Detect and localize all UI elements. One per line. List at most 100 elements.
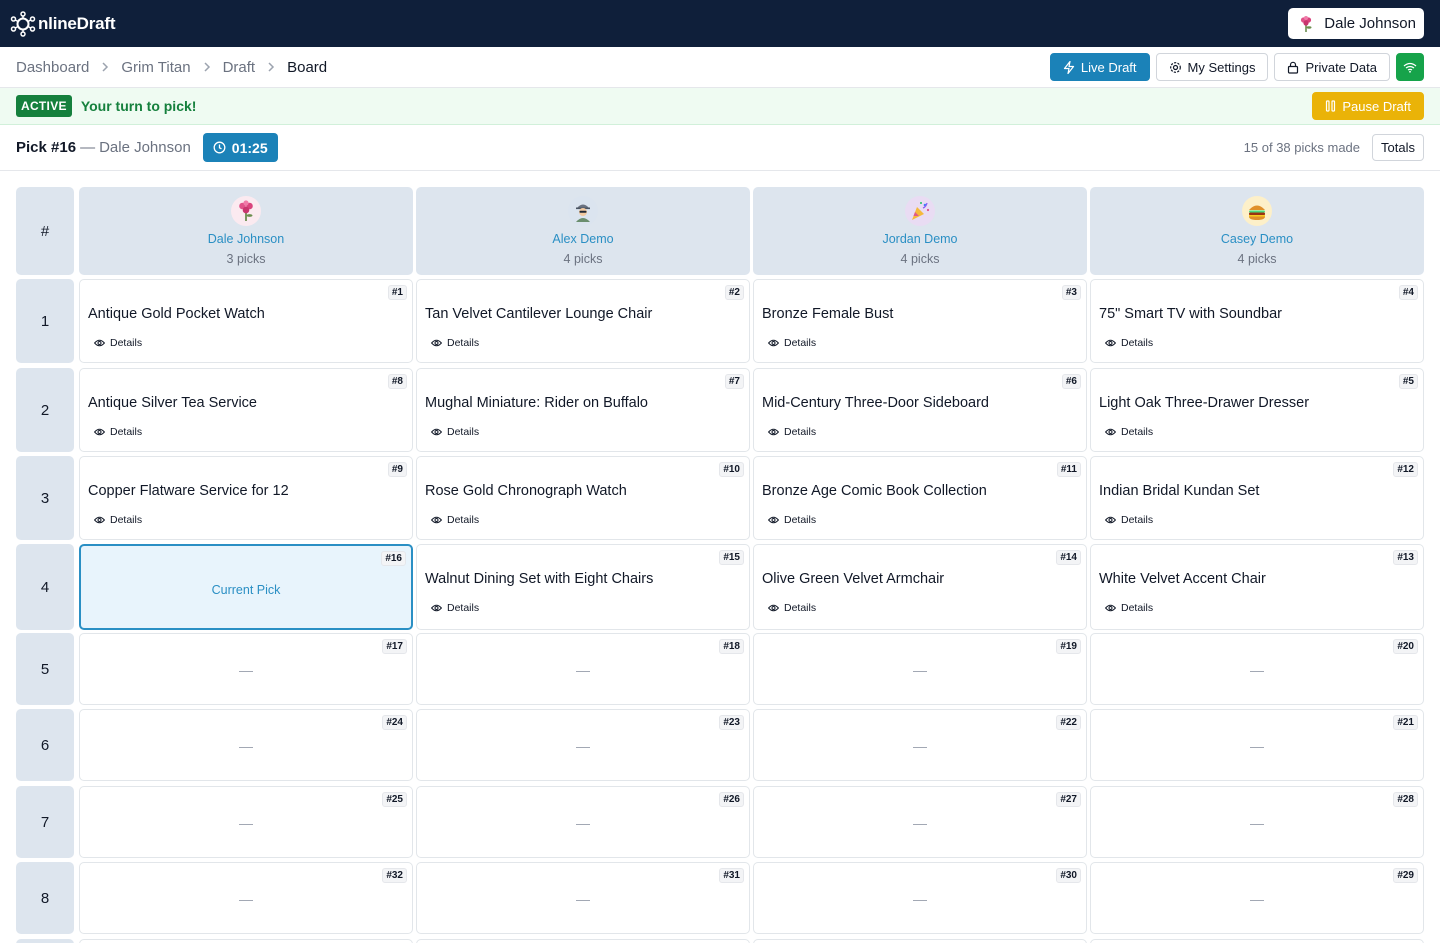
pick-slot[interactable]: #17 — <box>79 633 413 705</box>
pick-slot[interactable] <box>79 939 413 943</box>
pick-slot[interactable]: #8 Antique Silver Tea Service Details <box>79 368 413 452</box>
empty-slot-dash: — <box>239 815 253 831</box>
empty-slot-dash: — <box>239 891 253 907</box>
pick-slot[interactable]: #15 Walnut Dining Set with Eight Chairs De… <box>416 544 750 630</box>
connection-status-button[interactable] <box>1396 53 1424 81</box>
totals-button[interactable]: Totals <box>1372 134 1424 161</box>
pick-number-badge: #13 <box>1393 550 1418 565</box>
eye-icon <box>94 428 105 436</box>
pick-slot[interactable] <box>1090 939 1424 943</box>
pick-slot[interactable]: #21 — <box>1090 709 1424 781</box>
pick-number-badge: #18 <box>719 639 744 654</box>
pick-number-badge: #14 <box>1056 550 1081 565</box>
pick-number-badge: #19 <box>1056 639 1081 654</box>
eye-icon <box>431 604 442 612</box>
participant-header[interactable]: Jordan Demo 4 picks <box>753 187 1087 275</box>
breadcrumb-dashboard[interactable]: Dashboard <box>16 58 90 76</box>
participant-header[interactable]: Alex Demo 4 picks <box>416 187 750 275</box>
details-label: Details <box>447 426 480 438</box>
pick-slot[interactable]: #30 — <box>753 862 1087 934</box>
details-link[interactable]: Details <box>94 337 142 349</box>
breadcrumb-grim-titan[interactable]: Grim Titan <box>121 58 191 76</box>
pick-slot[interactable]: #4 75" Smart TV with Soundbar Details <box>1090 279 1424 363</box>
app-logo[interactable]: nlineDraft <box>10 10 116 37</box>
pick-slot[interactable]: #14 Olive Green Velvet Armchair Details <box>753 544 1087 630</box>
breadcrumb-draft[interactable]: Draft <box>222 58 256 76</box>
pick-slot[interactable]: #5 Light Oak Three-Drawer Dresser Details <box>1090 368 1424 452</box>
empty-slot-dash: — <box>239 662 253 678</box>
drafted-item-title: Tan Velvet Cantilever Lounge Chair <box>425 306 653 322</box>
pick-slot[interactable]: #11 Bronze Age Comic Book Collection Detai… <box>753 456 1087 540</box>
participant-header[interactable]: Dale Johnson 3 picks <box>79 187 413 275</box>
details-label: Details <box>447 514 480 526</box>
pick-slot[interactable]: #31 — <box>416 862 750 934</box>
live-draft-button[interactable]: Live Draft <box>1049 53 1150 81</box>
user-menu-button[interactable]: Dale Johnson <box>1288 8 1424 39</box>
pick-slot[interactable]: #27 — <box>753 786 1087 858</box>
round-number: 2 <box>16 368 74 452</box>
pick-slot[interactable]: #12 Indian Bridal Kundan Set Details <box>1090 456 1424 540</box>
pick-slot[interactable]: #23 — <box>416 709 750 781</box>
my-settings-button[interactable]: My Settings <box>1155 53 1269 81</box>
pause-draft-button[interactable]: Pause Draft <box>1312 92 1424 120</box>
details-link[interactable]: Details <box>1105 602 1153 614</box>
current-pick-label: Current Pick <box>211 583 281 597</box>
participant-name: Dale Johnson <box>207 232 285 246</box>
pick-slot[interactable]: #6 Mid-Century Three-Door Sideboard Detail… <box>753 368 1087 452</box>
pick-timer: 01:25 <box>202 133 278 162</box>
details-link[interactable]: Details <box>431 337 479 349</box>
pick-number-badge: #31 <box>719 868 744 883</box>
details-link[interactable]: Details <box>768 337 816 349</box>
pick-slot[interactable]: #24 — <box>79 709 413 781</box>
drafted-item-title: Bronze Age Comic Book Collection <box>762 483 987 499</box>
participant-header[interactable]: Casey Demo 4 picks <box>1090 187 1424 275</box>
details-link[interactable]: Details <box>431 602 479 614</box>
participant-name: Alex Demo <box>552 232 614 246</box>
user-name: Dale Johnson <box>1324 15 1416 32</box>
chevron-right-icon <box>203 62 211 72</box>
pick-slot[interactable] <box>416 939 750 943</box>
eye-icon <box>431 428 442 436</box>
pick-slot[interactable]: #9 Copper Flatware Service for 12 Details <box>79 456 413 540</box>
pick-number-badge: #16 <box>381 551 406 566</box>
pick-slot[interactable]: #10 Rose Gold Chronograph Watch Details <box>416 456 750 540</box>
drafted-item-title: Antique Gold Pocket Watch <box>88 306 265 322</box>
details-label: Details <box>784 514 817 526</box>
details-link[interactable]: Details <box>94 514 142 526</box>
pick-slot[interactable]: #7 Mughal Miniature: Rider on Buffalo Deta… <box>416 368 750 452</box>
details-link[interactable]: Details <box>1105 426 1153 438</box>
pick-slot[interactable]: #13 White Velvet Accent Chair Details <box>1090 544 1424 630</box>
details-link[interactable]: Details <box>94 426 142 438</box>
pick-slot[interactable]: #1 Antique Gold Pocket Watch Details <box>79 279 413 363</box>
pick-slot[interactable]: #18 — <box>416 633 750 705</box>
drafted-item-title: White Velvet Accent Chair <box>1099 571 1266 587</box>
pick-slot[interactable]: #3 Bronze Female Bust Details <box>753 279 1087 363</box>
pick-slot[interactable] <box>753 939 1087 943</box>
private-data-button[interactable]: Private Data <box>1274 53 1390 81</box>
pick-slot[interactable]: #2 Tan Velvet Cantilever Lounge Chair Deta… <box>416 279 750 363</box>
pick-slot[interactable]: #26 — <box>416 786 750 858</box>
details-link[interactable]: Details <box>768 426 816 438</box>
empty-slot-dash: — <box>1250 815 1264 831</box>
pick-slot[interactable]: #25 — <box>79 786 413 858</box>
chevron-right-icon <box>101 62 109 72</box>
empty-slot-dash: — <box>913 891 927 907</box>
pick-slot[interactable]: #20 — <box>1090 633 1424 705</box>
drafted-item-title: 75" Smart TV with Soundbar <box>1099 306 1282 322</box>
details-link[interactable]: Details <box>1105 514 1153 526</box>
details-link[interactable]: Details <box>768 514 816 526</box>
drafted-item-title: Indian Bridal Kundan Set <box>1099 483 1260 499</box>
current-pick-slot[interactable]: #16 Current Pick <box>79 544 413 630</box>
pick-slot[interactable]: #22 — <box>753 709 1087 781</box>
details-link[interactable]: Details <box>1105 337 1153 349</box>
details-link[interactable]: Details <box>768 602 816 614</box>
pick-slot[interactable]: #28 — <box>1090 786 1424 858</box>
participant-pick-count: 4 picks <box>1237 252 1277 266</box>
pick-slot[interactable]: #32 — <box>79 862 413 934</box>
pick-slot[interactable]: #29 — <box>1090 862 1424 934</box>
details-link[interactable]: Details <box>431 426 479 438</box>
details-label: Details <box>784 337 817 349</box>
pick-slot[interactable]: #19 — <box>753 633 1087 705</box>
live-draft-label: Live Draft <box>1080 59 1137 75</box>
details-link[interactable]: Details <box>431 514 479 526</box>
